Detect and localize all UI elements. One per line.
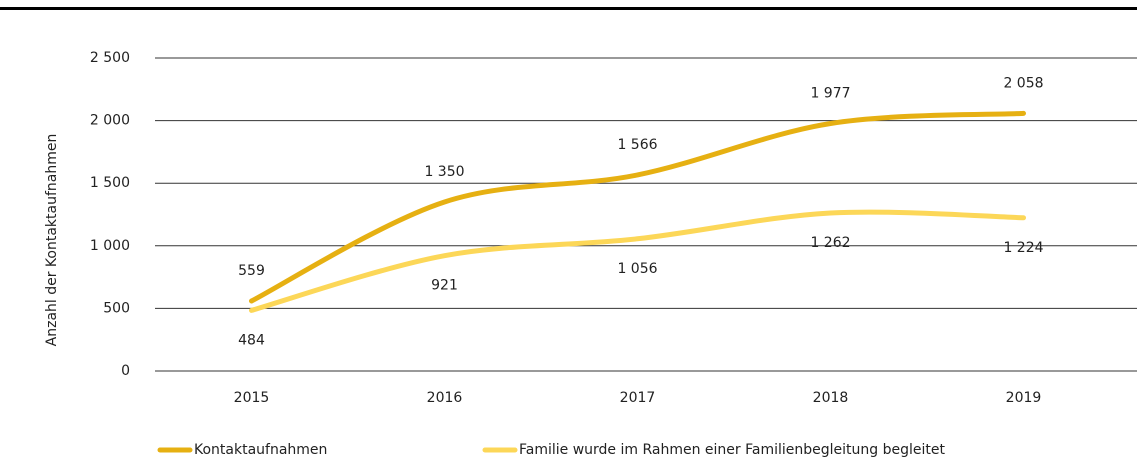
- series-line: [249, 110, 1026, 304]
- y-tick-label: 500: [103, 300, 130, 316]
- data-label: 1 056: [617, 261, 657, 277]
- data-label: 1 224: [1003, 240, 1043, 256]
- y-tick-label: 1 500: [90, 175, 130, 191]
- data-label: 559: [238, 263, 265, 279]
- data-label: 2 058: [1003, 75, 1043, 91]
- series-line: [249, 209, 1026, 313]
- x-tick-label: 2015: [234, 390, 270, 406]
- data-label: 1 566: [617, 137, 657, 153]
- data-label: 1 262: [810, 235, 850, 251]
- x-tick-label: 2018: [813, 390, 849, 406]
- data-label: 921: [431, 278, 458, 294]
- y-tick-label: 0: [121, 363, 130, 379]
- data-label: 1 977: [810, 85, 850, 101]
- legend-label: Kontaktaufnahmen: [194, 442, 327, 458]
- y-axis-title: Anzahl der Kontaktaufnahmen: [44, 134, 60, 347]
- top-rule: [0, 7, 1137, 10]
- x-tick-label: 2016: [427, 390, 463, 406]
- y-tick-label: 2 500: [90, 50, 130, 66]
- x-tick-label: 2017: [620, 390, 656, 406]
- data-label: 1 350: [424, 164, 464, 180]
- legend-label: Familie wurde im Rahmen einer Familienbe…: [519, 442, 945, 458]
- data-label: 484: [238, 332, 265, 348]
- x-tick-label: 2019: [1006, 390, 1042, 406]
- y-tick-label: 2 000: [90, 113, 130, 129]
- y-tick-label: 1 000: [90, 238, 130, 254]
